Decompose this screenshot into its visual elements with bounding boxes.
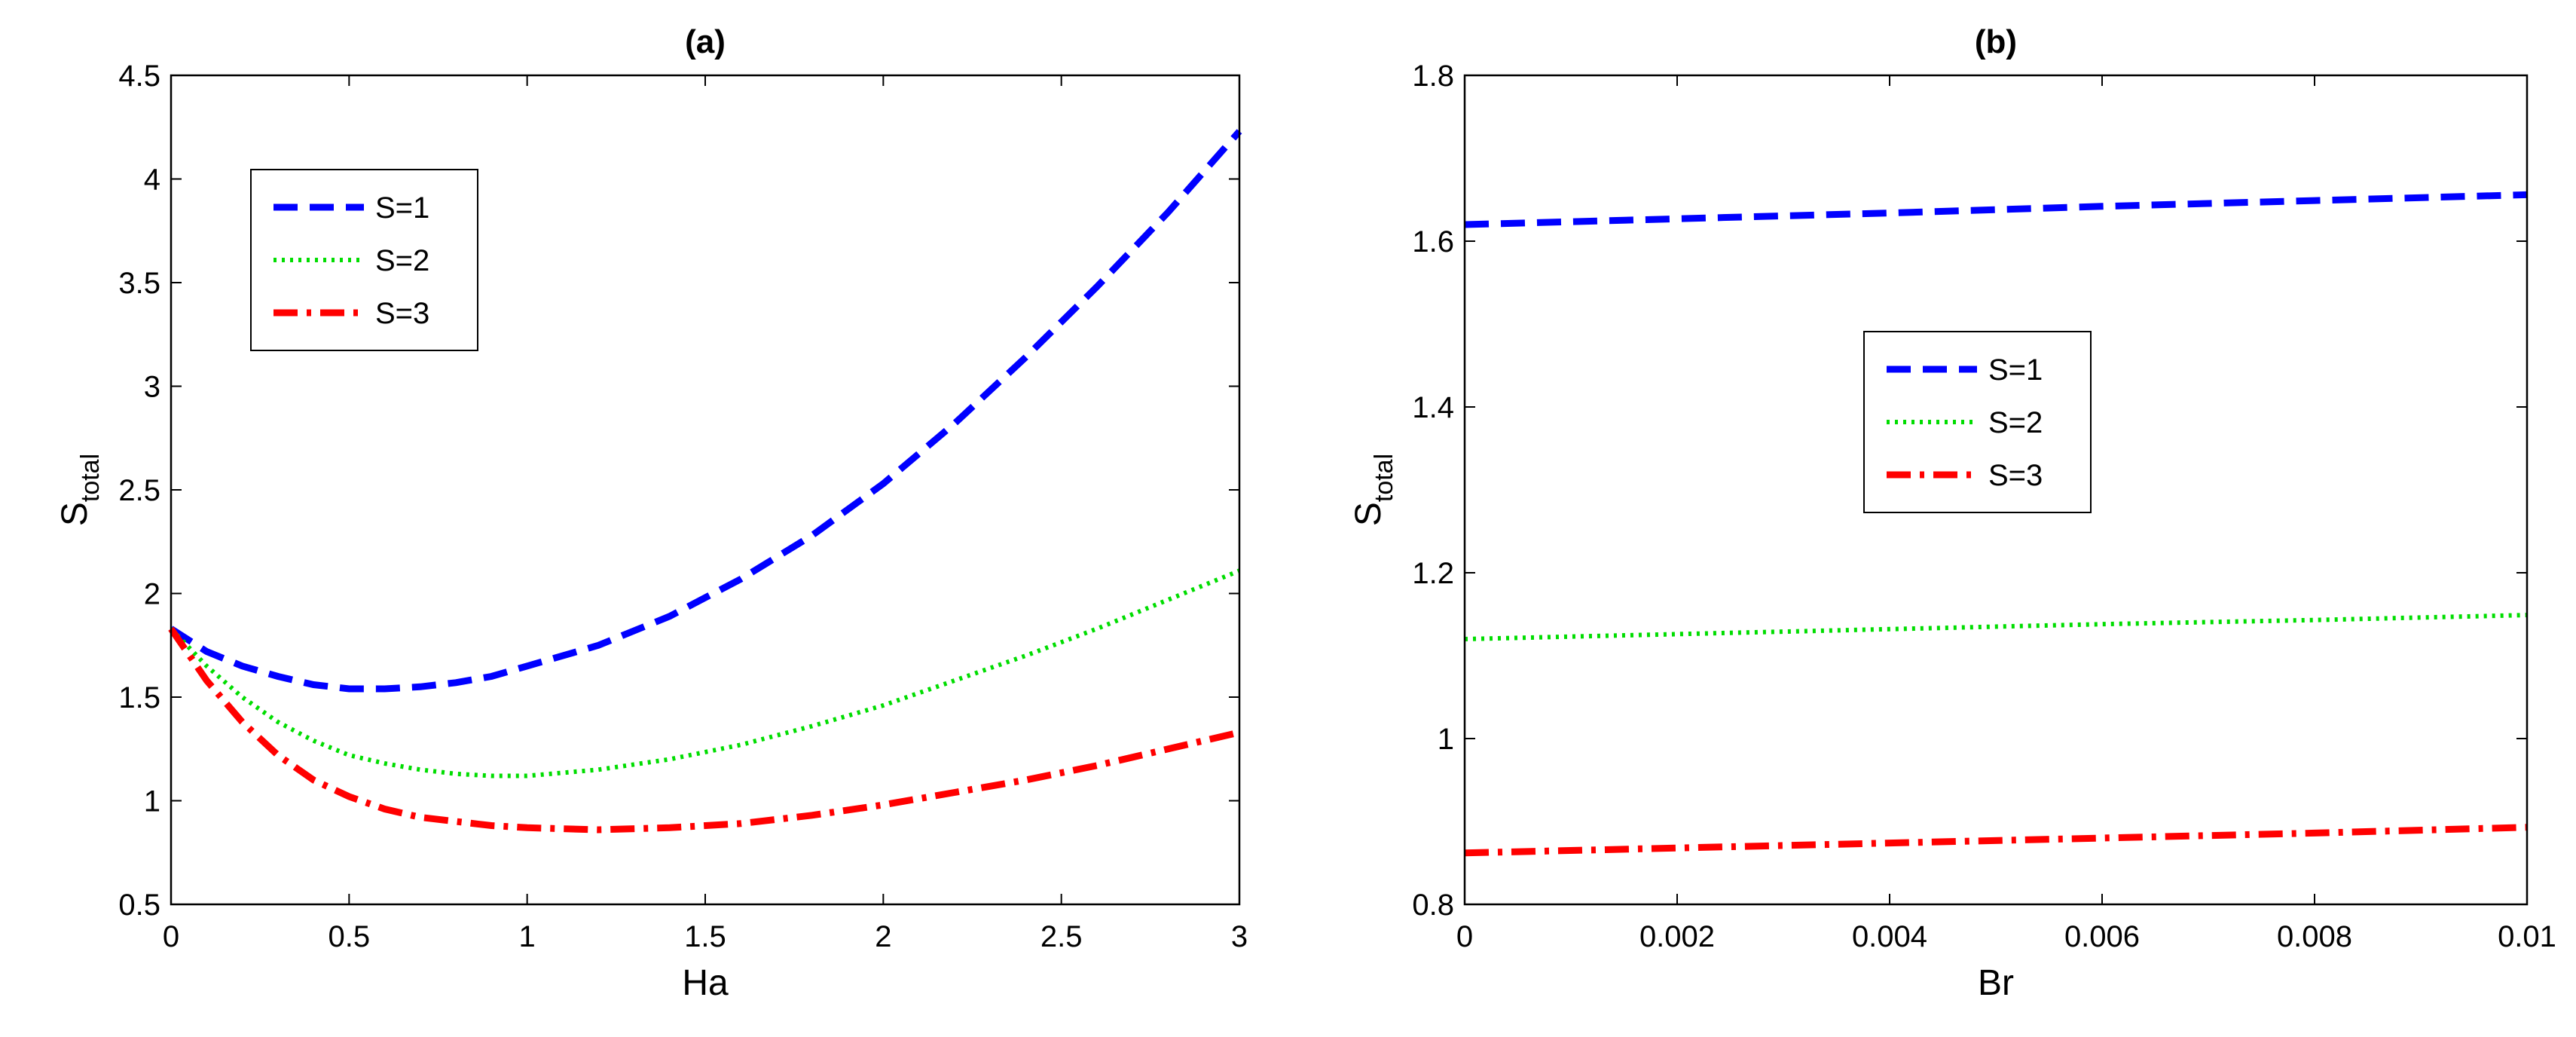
y-tick-label: 4 xyxy=(144,164,160,197)
legend-label-2: S=2 xyxy=(375,244,429,277)
y-tick-label: 1.4 xyxy=(1412,391,1454,424)
y-tick-label: 1.5 xyxy=(118,681,160,714)
x-tick-label: 0.004 xyxy=(1852,920,1927,953)
x-tick-label: 0 xyxy=(1456,920,1473,953)
x-tick-label: 0 xyxy=(163,920,179,953)
y-tick-label: 1.6 xyxy=(1412,225,1454,258)
x-tick-label: 1 xyxy=(519,920,536,953)
y-tick-label: 1 xyxy=(144,785,160,818)
series-line-3 xyxy=(1464,824,2528,857)
x-tick-label: 2.5 xyxy=(1040,920,1083,953)
y-tick-label: 3 xyxy=(144,371,160,404)
y-tick-label: 2 xyxy=(144,578,160,611)
series-line-3 xyxy=(168,626,1241,834)
y-tick-label: 1 xyxy=(1438,723,1454,756)
legend-box xyxy=(250,169,478,351)
legend: S=1 S=2 S=3 xyxy=(1863,331,2092,513)
y-axis-label-subscript: total xyxy=(1370,454,1398,502)
x-tick-label: 3 xyxy=(1231,920,1248,953)
legend-box xyxy=(1863,331,2092,513)
x-tick-label: 0.01 xyxy=(2498,920,2556,953)
x-tick-label: 0.5 xyxy=(328,920,371,953)
y-axis-label-subscript: total xyxy=(76,454,105,502)
y-tick-label: 3.5 xyxy=(118,267,160,300)
x-tick-label: 0.006 xyxy=(2064,920,2140,953)
y-axis-label: Stotal xyxy=(55,454,105,526)
y-tick-label: 0.5 xyxy=(118,889,160,922)
y-axis-label-main: S xyxy=(55,502,95,526)
y-axis-label-main: S xyxy=(1349,502,1389,526)
axes-frame xyxy=(1463,74,2529,906)
x-axis-label: Ha xyxy=(682,963,729,1003)
chart-a: 0 0.5 1 1.5 2 2.5 30.511.522.533.544.5(a)HaSto… xyxy=(55,23,1248,1003)
y-axis-label: Stotal xyxy=(1349,454,1398,526)
x-tick-label: 0.008 xyxy=(2277,920,2352,953)
series-line-2 xyxy=(1464,613,2528,641)
x-tick-label: 1.5 xyxy=(684,920,726,953)
series-line-1 xyxy=(169,129,1242,693)
y-tick-label: 1.8 xyxy=(1412,60,1454,93)
y-tick-label: 1.2 xyxy=(1412,557,1454,590)
legend-label-1: S=1 xyxy=(375,191,429,225)
legend-label-3: S=3 xyxy=(1988,459,2043,492)
chart-title: (b) xyxy=(1975,23,2017,60)
x-axis-label: Br xyxy=(1978,963,2014,1003)
series-line-1 xyxy=(1464,191,2528,228)
y-tick-label: 4.5 xyxy=(118,60,160,93)
series-line-2 xyxy=(169,568,1241,779)
x-tick-label: 0.002 xyxy=(1639,920,1715,953)
chart-title: (a) xyxy=(685,23,726,60)
legend-label-1: S=1 xyxy=(1988,353,2043,387)
legend-label-3: S=3 xyxy=(375,297,429,330)
y-tick-label: 2.5 xyxy=(118,474,160,507)
chart-b: 0 0.002 0.004 0.006 0.008 0.01 0.8 1 1.2 1.4 1.6 1.… xyxy=(1349,23,2556,1003)
x-tick-label: 2 xyxy=(875,920,891,953)
y-tick-label: 0.8 xyxy=(1412,889,1454,922)
legend-label-2: S=2 xyxy=(1988,406,2043,439)
legend: S=1 S=2 S=3 xyxy=(250,169,478,351)
